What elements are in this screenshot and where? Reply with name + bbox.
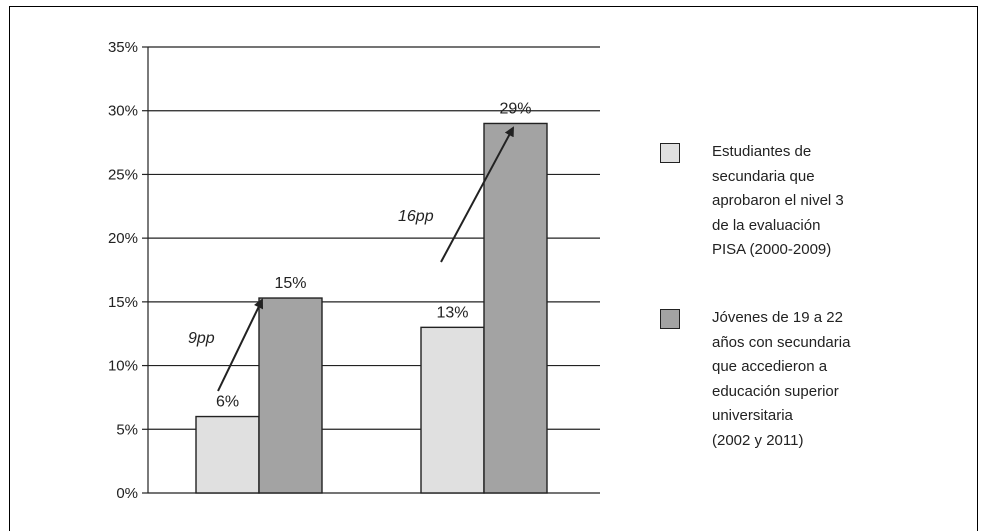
data-label: 6% — [216, 394, 239, 411]
legend-item-estudiantes: Estudiantes de secundaria que aprobaron … — [660, 140, 920, 270]
bar-series1-group2 — [420, 326, 485, 494]
y-tick-label: 25% — [108, 166, 138, 183]
y-tick-label: 0% — [116, 485, 138, 502]
y-tick-label: 15% — [108, 294, 138, 311]
legend-swatch-light — [660, 143, 680, 163]
y-tick-label: 10% — [108, 358, 138, 375]
bar-series2-group2 — [483, 122, 548, 494]
legend-item-jovenes: Jóvenes de 19 a 22 años con secundaria q… — [660, 306, 920, 466]
figure-frame — [9, 6, 978, 531]
y-tick-label: 20% — [108, 230, 138, 247]
y-tick-label: 30% — [108, 103, 138, 120]
y-axis: 0% 5% 10% 15% 20% 25% 30% 35% — [108, 39, 149, 502]
arrows: 9pp 16pp — [188, 126, 514, 392]
growth-annotation: 16pp — [398, 208, 434, 225]
growth-arrow — [217, 298, 264, 392]
data-label: 13% — [436, 304, 468, 321]
bar-series2-group1 — [258, 297, 323, 494]
data-label: 29% — [499, 100, 531, 117]
growth-annotation: 9pp — [188, 330, 215, 347]
data-labels: 6% 13% 15% 29% — [216, 100, 532, 410]
y-tick-label: 35% — [108, 39, 138, 56]
bar-series1-group1 — [195, 415, 260, 494]
growth-arrow — [440, 126, 514, 263]
legend-label-estudiantes: Estudiantes de secundaria que aprobaron … — [712, 143, 844, 258]
data-label: 15% — [274, 275, 306, 292]
legend-label-jovenes: Jóvenes de 19 a 22 años con secundaria q… — [712, 309, 851, 449]
y-tick-label: 5% — [116, 421, 138, 438]
bars — [195, 122, 548, 494]
legend-swatch-dark — [660, 309, 680, 329]
